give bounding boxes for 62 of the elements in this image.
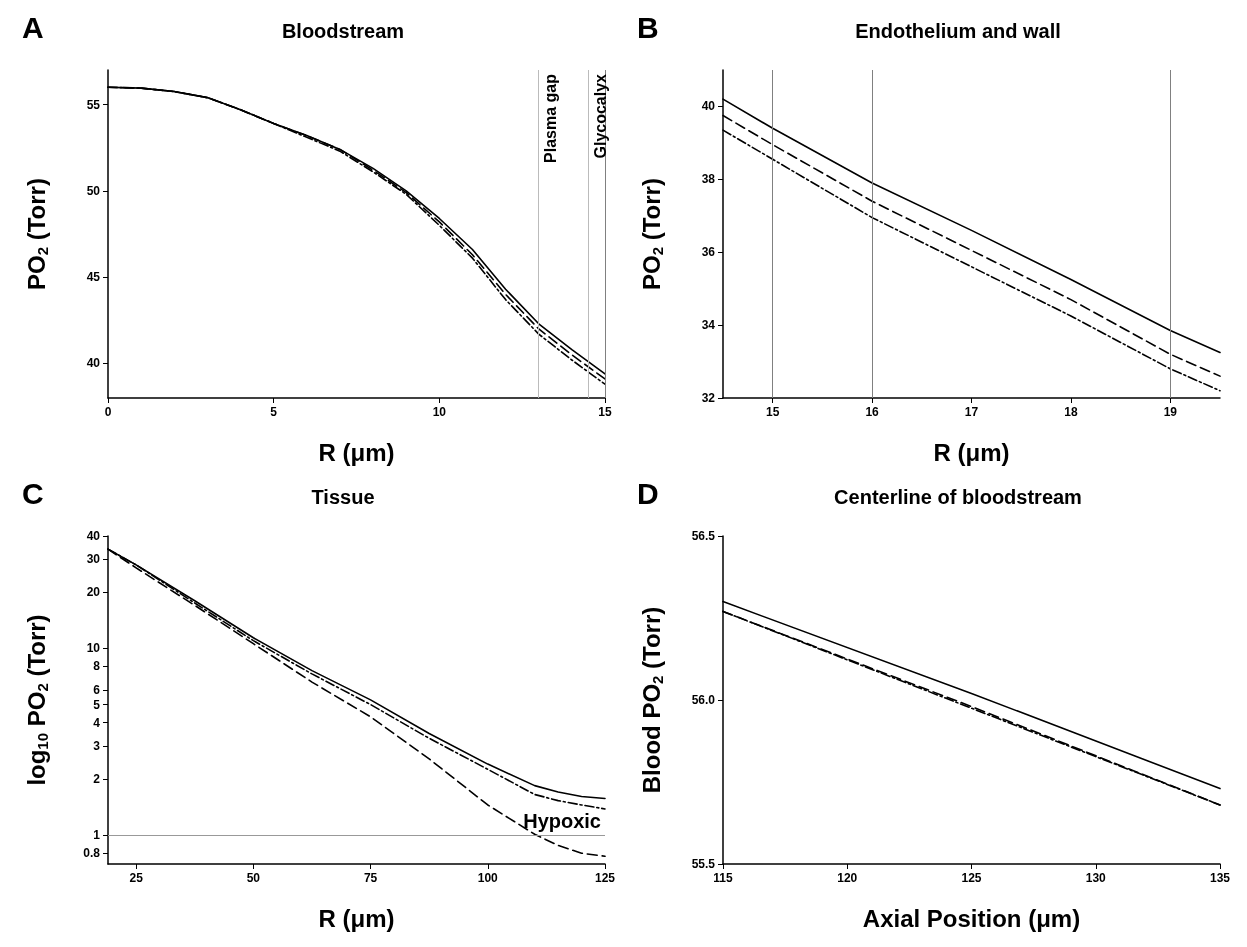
x-tick-label: 100 [477,871,499,885]
x-axis-title: R (μm) [318,904,395,932]
x-tick-label: 125 [961,871,982,885]
text: D [637,476,659,510]
x-tick-label: 50 [246,871,261,885]
x-axis-title: R (μm) [318,438,395,466]
y-axis-title: PO2 (Torr) [23,178,51,290]
x-axis-title: R (μm) [933,438,1010,466]
x-tick-label: 75 [363,871,378,885]
x-tick-label: 130 [1085,871,1107,885]
x-tick-label: 18 [1064,405,1078,419]
y-tick-label: 36 [701,245,716,260]
x-tick-label: 25 [129,871,144,885]
x-tick-label: 135 [1209,871,1231,885]
x-tick-label: 19 [1163,405,1178,419]
y-axis-title: log10 PO2 (Torr) [23,614,51,786]
y-tick-label: 20 [86,585,101,600]
y-tick-label: 38 [701,172,716,187]
x-tick-label: 120 [837,871,858,885]
x-tick-label: 17 [964,405,979,419]
ref-line-label: Plasma gap [542,73,560,163]
chart-title: Bloodstream [281,20,405,42]
text: B [637,10,659,44]
y-tick-label: 30 [86,552,101,567]
y-tick-label: 50 [86,183,101,198]
ref-line-label: Glycocalyx [591,73,609,159]
chart-title: Centerline of bloodstream [834,486,1082,508]
x-tick-label: 10 [432,405,447,419]
y-tick-label: 6 [93,682,101,697]
x-tick-label: 15 [766,405,780,419]
x-tick-label: 0 [104,405,112,419]
x-tick-label: 115 [713,871,734,885]
y-tick-label: 10 [86,641,101,656]
text: A [22,10,44,44]
chart-title: Endothelium and wall [855,20,1061,42]
y-tick-label: 56.5 [691,529,716,543]
y-tick-label: 45 [86,270,101,285]
y-tick-label: 8 [93,659,101,674]
y-axis-title: PO2 (Torr) [638,178,666,290]
chart-title: Tissue [311,486,375,508]
y-tick-label: 40 [701,99,716,114]
y-tick-label: 1 [93,828,101,843]
y-tick-label: 34 [701,318,716,333]
y-tick-label: 3 [93,739,101,754]
x-tick-label: 5 [270,405,278,419]
y-tick-label: 2 [93,771,101,786]
y-axis-title: Blood PO2 (Torr) [638,606,666,794]
x-axis-title: Axial Position (μm) [862,904,1081,932]
y-tick-label: 56.0 [691,693,716,707]
y-tick-label: 40 [86,529,101,543]
y-tick-label: 32 [701,391,716,405]
y-tick-label: 5 [93,697,101,712]
ref-line-label: Hypoxic [523,810,601,833]
y-tick-label: 0.8 [83,846,101,861]
y-tick-label: 55 [86,97,101,112]
text: C [22,476,44,510]
y-tick-label: 40 [86,356,101,371]
x-tick-label: 16 [865,405,880,419]
x-tick-label: 15 [598,405,612,419]
y-tick-label: 4 [93,715,101,730]
y-tick-label: 55.5 [691,857,716,871]
x-tick-label: 125 [594,871,616,885]
